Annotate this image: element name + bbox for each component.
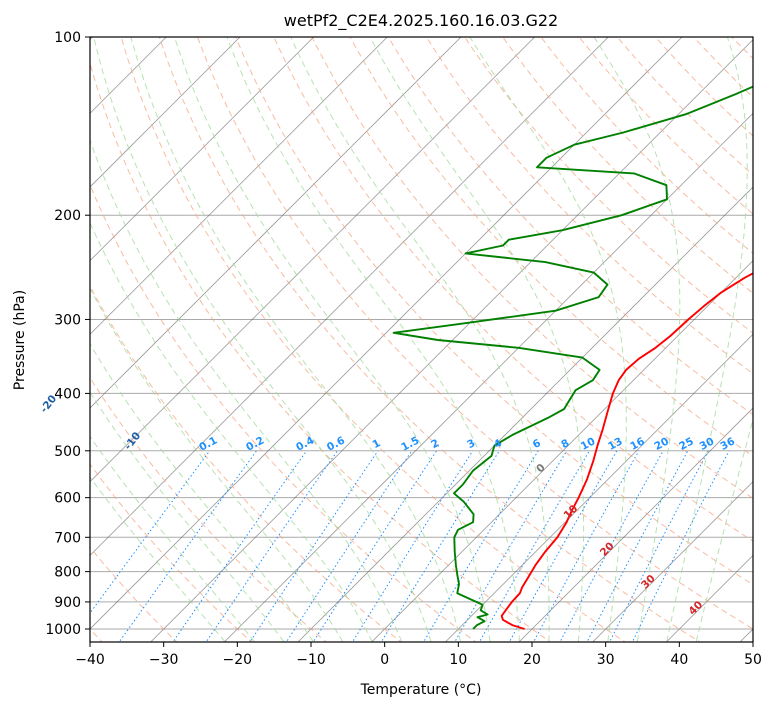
mixing-ratio-line bbox=[380, 450, 500, 642]
plot-background bbox=[90, 37, 753, 642]
plot-frame bbox=[89, 36, 754, 643]
moist-adiabat-line bbox=[469, 37, 627, 642]
isotherm-line bbox=[371, 260, 753, 642]
moist-adiabat-line bbox=[226, 37, 520, 642]
grid-lines bbox=[90, 24, 775, 644]
moist-adiabat-line bbox=[90, 342, 314, 642]
isotherm-line bbox=[592, 481, 753, 642]
moist-adiabat-line bbox=[90, 476, 226, 642]
moist-adiabat-line bbox=[174, 37, 491, 642]
mixing-ratio-line bbox=[172, 450, 308, 642]
mixing-ratio-line bbox=[285, 450, 413, 642]
moist-adiabat-line bbox=[695, 417, 753, 642]
x-tick-label: 0 bbox=[380, 652, 389, 668]
y-axis-label: Pressure (hPa) bbox=[12, 290, 28, 390]
mixing-ratio-line bbox=[118, 450, 258, 642]
isotherm-line bbox=[518, 407, 753, 642]
temperature-trace bbox=[500, 272, 753, 630]
moist-adiabat-line bbox=[90, 391, 285, 642]
series-lines bbox=[392, 85, 753, 630]
y-tick-label: 300 bbox=[54, 312, 81, 328]
moist-adiabat-line bbox=[290, 37, 550, 642]
x-tick-label: 30 bbox=[597, 652, 615, 668]
y-tick-label: 100 bbox=[54, 30, 81, 46]
y-tick-label: 500 bbox=[54, 444, 81, 460]
moist-adiabat-line bbox=[90, 287, 344, 642]
x-tick-label: 20 bbox=[523, 652, 541, 668]
isotherm-line bbox=[90, 37, 241, 188]
mixing-ratio-line bbox=[586, 450, 689, 642]
y-tick-label: 600 bbox=[54, 491, 81, 507]
mixing-ratio-line bbox=[249, 450, 379, 642]
dry-adiabat-line bbox=[120, 37, 627, 642]
y-tick-label: 800 bbox=[54, 565, 81, 581]
x-tick-label: −30 bbox=[149, 652, 179, 668]
isotherm-line bbox=[90, 37, 683, 630]
isotherm-line bbox=[223, 112, 753, 642]
moist-adiabat-line bbox=[130, 37, 461, 642]
axis-ticks: −40 −30 −20 −10 0 10 20 30 40 50 100 200 300 400 500 60… bbox=[45, 30, 762, 668]
x-tick-label: −20 bbox=[223, 652, 253, 668]
x-tick-label: 10 bbox=[449, 652, 467, 668]
isotherm-line bbox=[90, 37, 315, 262]
moist-adiabat-line bbox=[93, 37, 432, 642]
moist-adiabat-line bbox=[90, 138, 403, 642]
isotherm-line bbox=[150, 39, 753, 642]
dry-adiabat-line bbox=[196, 37, 753, 630]
x-tick-label: 50 bbox=[744, 652, 762, 668]
moist-adiabat-line bbox=[666, 37, 748, 642]
dry-adiabat-line bbox=[90, 376, 327, 642]
y-tick-label: 700 bbox=[54, 530, 81, 546]
y-tick-label: 900 bbox=[54, 595, 81, 611]
x-tick-label: −10 bbox=[296, 652, 326, 668]
mixing-ratio-line bbox=[312, 450, 438, 642]
isotherm-line bbox=[444, 333, 753, 642]
mixing-ratio-line bbox=[351, 450, 474, 642]
isotherm-line bbox=[90, 37, 536, 483]
mixing-ratio-line bbox=[609, 450, 709, 642]
x-axis-label: Temperature (°C) bbox=[360, 682, 482, 698]
isotherm-line bbox=[90, 37, 462, 409]
moist-adiabat-line bbox=[593, 37, 681, 642]
dry-adiabat-line bbox=[90, 463, 253, 642]
dewpoint-trace bbox=[392, 85, 753, 630]
y-tick-label: 400 bbox=[54, 386, 81, 402]
mixing-ratio-line bbox=[90, 450, 211, 614]
chart-title: wetPf2_C2E4.2025.160.16.03.G22 bbox=[284, 11, 558, 31]
dry-adiabat-line bbox=[757, 24, 775, 644]
dry-adiabat-line bbox=[90, 285, 402, 642]
x-tick-label: 40 bbox=[670, 652, 688, 668]
y-tick-label: 200 bbox=[54, 208, 81, 224]
dry-adiabat-line bbox=[90, 61, 552, 642]
x-tick-label: −40 bbox=[75, 652, 105, 668]
mixing-ratio-line bbox=[559, 450, 664, 642]
moist-adiabat-line bbox=[90, 221, 373, 642]
isotherm-line bbox=[297, 186, 753, 642]
mixing-ratio-line bbox=[454, 450, 568, 642]
dry-adiabat-line bbox=[502, 37, 753, 294]
mixing-ratio-line bbox=[205, 450, 338, 642]
dry-adiabat-line bbox=[90, 183, 477, 642]
isotherm-line bbox=[90, 37, 609, 556]
moist-adiabat-line bbox=[90, 435, 255, 642]
y-tick-label: 1000 bbox=[45, 622, 81, 638]
